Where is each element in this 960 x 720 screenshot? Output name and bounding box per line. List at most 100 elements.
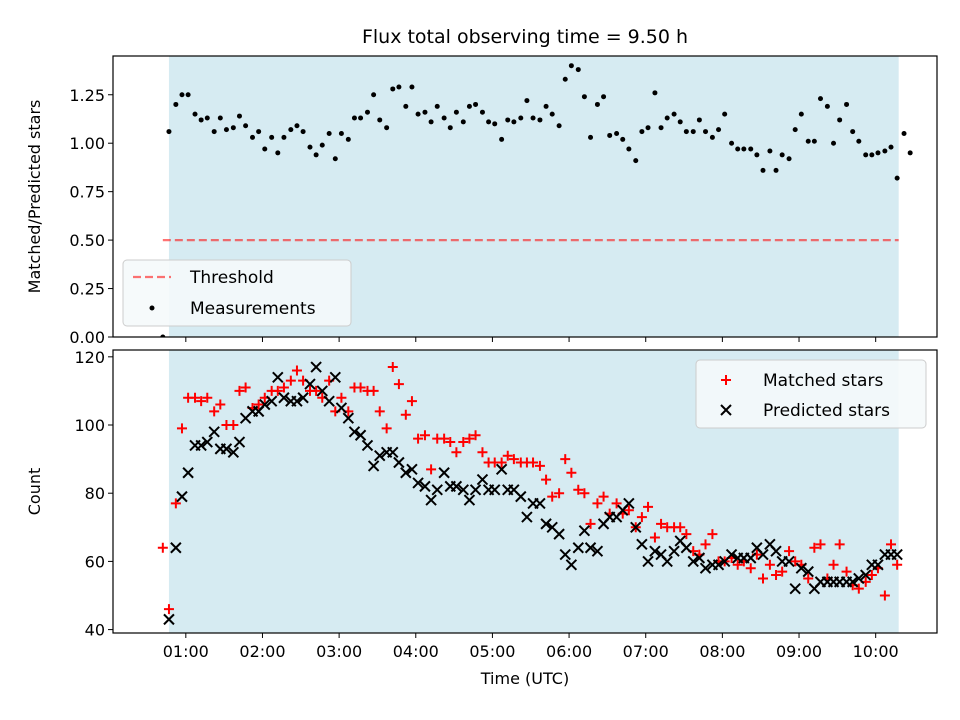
series-measurements: [160, 63, 913, 337]
data-point: [891, 548, 903, 561]
data-point: [633, 158, 639, 164]
data-point: [636, 512, 647, 523]
data-point: [281, 134, 287, 140]
data-point: [387, 362, 398, 373]
data-point: [476, 473, 489, 486]
data-point: [211, 129, 217, 135]
data-point: [438, 467, 450, 479]
data-point: [413, 433, 424, 444]
data-point: [556, 123, 562, 129]
data-point: [243, 123, 249, 129]
data-point: [735, 146, 741, 152]
data-point: [304, 378, 316, 390]
data-point: [259, 398, 271, 411]
data-point: [240, 382, 251, 393]
data-point: [575, 67, 581, 73]
data-point: [757, 548, 769, 561]
data-point: [319, 142, 325, 148]
y-tick-label: 1.00: [69, 134, 105, 153]
data-point: [725, 548, 738, 561]
plot-area: [157, 361, 903, 626]
data-point: [217, 115, 223, 121]
data-point: [607, 132, 613, 138]
data-point: [892, 559, 903, 570]
axes-frame: [112, 349, 938, 634]
data-point: [371, 92, 377, 98]
data-point: [700, 539, 711, 550]
data-point: [696, 117, 702, 123]
data-point: [425, 494, 437, 506]
data-point: [450, 480, 463, 493]
data-point: [540, 518, 552, 530]
data-point: [457, 484, 470, 496]
data-point: [707, 529, 718, 540]
data-point: [850, 129, 856, 135]
data-point: [195, 439, 207, 452]
data-point: [553, 528, 565, 540]
data-point: [642, 555, 654, 568]
data-point: [434, 103, 440, 109]
data-point: [351, 115, 357, 121]
data-point: [623, 497, 635, 510]
bottom-panel: 40 60 80 100 120 01:00 02:00 03:00 04:00 05:00 06:…: [25, 348, 938, 688]
data-point: [300, 129, 306, 135]
data-point: [860, 569, 872, 581]
data-point: [170, 498, 181, 509]
legend: Threshold Measurements: [122, 259, 352, 327]
data-point: [741, 146, 747, 152]
data-point: [505, 117, 511, 123]
y-tick-label: 40: [85, 621, 105, 640]
data-point: [645, 125, 651, 131]
legend-measurements-swatch: [149, 305, 155, 311]
series-predicted-stars: [163, 361, 903, 626]
data-point: [764, 559, 775, 570]
data-point: [656, 518, 667, 529]
data-point: [256, 129, 262, 135]
data-point: [201, 436, 213, 448]
data-point: [853, 583, 864, 594]
data-point: [470, 430, 481, 441]
x-tick-label: 09:00: [776, 642, 822, 661]
data-point: [406, 396, 417, 407]
data-point: [703, 129, 709, 135]
data-point: [661, 555, 673, 568]
data-point: [649, 532, 660, 543]
data-point: [584, 542, 597, 554]
data-point: [220, 443, 233, 455]
data-point: [464, 433, 475, 444]
data-point: [592, 498, 603, 509]
data-point: [228, 420, 239, 431]
data-point: [760, 167, 766, 173]
data-point: [489, 484, 501, 496]
data-point: [562, 76, 568, 82]
data-point: [294, 123, 300, 129]
data-point: [777, 566, 788, 577]
data-point: [687, 555, 699, 568]
data-point: [528, 457, 539, 468]
data-point: [809, 542, 820, 553]
data-point: [566, 467, 577, 478]
data-point: [541, 474, 552, 485]
data-point: [466, 103, 472, 109]
data-point: [342, 412, 355, 424]
data-point: [811, 138, 817, 144]
data-point: [872, 559, 884, 571]
data-point: [367, 460, 380, 472]
data-point: [623, 505, 634, 516]
data-point: [182, 467, 194, 479]
data-point: [675, 522, 686, 533]
data-point: [515, 490, 527, 503]
legend-box: [122, 259, 352, 327]
data-point: [866, 570, 877, 581]
data-point: [278, 382, 289, 393]
data-point: [754, 152, 760, 158]
data-point: [636, 538, 648, 551]
y-tick-label: 0.50: [69, 231, 105, 250]
data-point: [611, 498, 622, 509]
data-point: [863, 152, 869, 158]
data-point: [620, 136, 626, 142]
data-point: [250, 134, 256, 140]
data-point: [508, 454, 519, 465]
data-point: [856, 138, 862, 144]
data-point: [441, 115, 447, 121]
